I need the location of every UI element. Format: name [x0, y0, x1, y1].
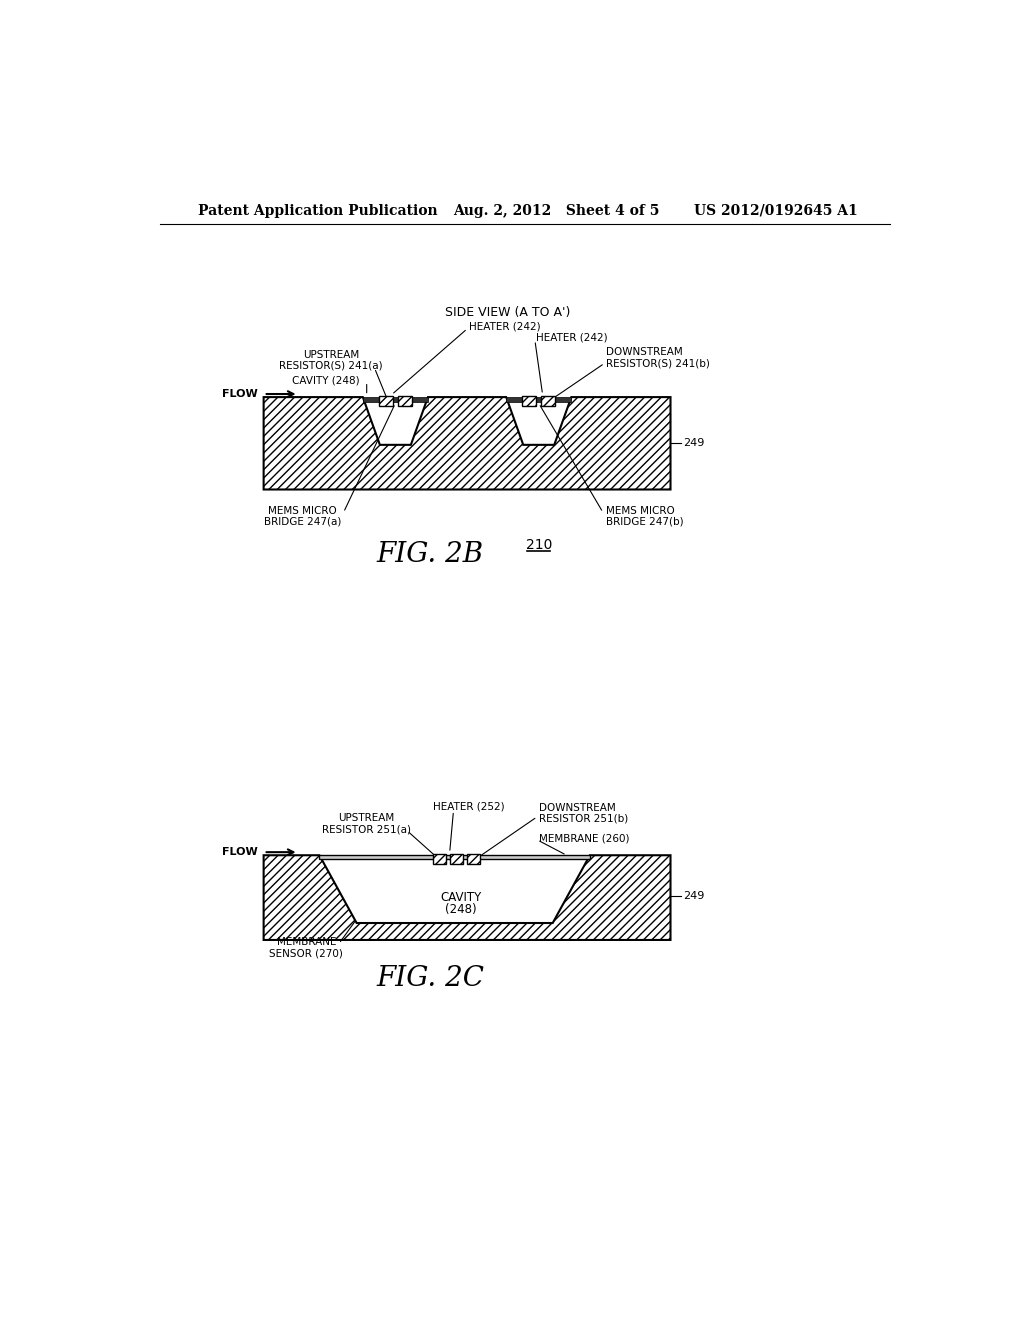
Text: BRIDGE 247(a): BRIDGE 247(a) [264, 517, 341, 527]
Text: DOWNSTREAM: DOWNSTREAM [606, 347, 683, 358]
Text: DOWNSTREAM: DOWNSTREAM [539, 803, 615, 813]
Bar [541, 396, 555, 407]
Text: FIG. 2B: FIG. 2B [377, 541, 483, 569]
Bar [362, 397, 428, 401]
Text: SENSOR (270): SENSOR (270) [269, 948, 343, 958]
Text: Aug. 2, 2012   Sheet 4 of 5: Aug. 2, 2012 Sheet 4 of 5 [454, 203, 659, 218]
Bar [432, 854, 445, 863]
Text: HEATER (252): HEATER (252) [432, 801, 504, 812]
Text: CAVITY: CAVITY [440, 891, 482, 904]
Text: BRIDGE 247(b): BRIDGE 247(b) [606, 517, 684, 527]
Text: SIDE VIEW (A TO A'): SIDE VIEW (A TO A') [445, 306, 570, 319]
Text: 249: 249 [683, 891, 705, 902]
Bar [467, 854, 480, 863]
Text: FLOW: FLOW [222, 389, 258, 399]
Text: HEATER (242): HEATER (242) [537, 333, 608, 343]
Text: MEMBRANE (260): MEMBRANE (260) [539, 833, 630, 843]
Polygon shape [263, 397, 671, 490]
Text: Patent Application Publication: Patent Application Publication [198, 203, 437, 218]
Text: UPSTREAM: UPSTREAM [303, 350, 359, 360]
Text: (248): (248) [445, 903, 477, 916]
Text: UPSTREAM: UPSTREAM [339, 813, 395, 824]
Text: RESISTOR(S) 241(b): RESISTOR(S) 241(b) [606, 358, 710, 368]
Bar [467, 854, 480, 863]
Text: 249: 249 [683, 438, 705, 449]
Bar [522, 396, 537, 407]
Bar [379, 396, 393, 407]
Text: CAVITY (248): CAVITY (248) [292, 375, 359, 385]
Bar [397, 396, 412, 407]
Bar [450, 854, 463, 863]
Bar [450, 854, 463, 863]
Text: MEMBRANE: MEMBRANE [276, 937, 336, 948]
Bar [541, 396, 555, 407]
Text: MEMS MICRO: MEMS MICRO [606, 506, 675, 516]
Bar [397, 396, 412, 407]
Text: US 2012/0192645 A1: US 2012/0192645 A1 [693, 203, 857, 218]
Text: RESISTOR 251(a): RESISTOR 251(a) [323, 824, 412, 834]
Polygon shape [263, 855, 671, 940]
Text: HEATER (242): HEATER (242) [469, 321, 541, 331]
Bar [522, 396, 537, 407]
Bar [432, 854, 445, 863]
Text: FLOW: FLOW [222, 847, 258, 857]
Bar [319, 855, 590, 859]
Bar [506, 397, 571, 401]
Text: FIG. 2C: FIG. 2C [376, 965, 484, 991]
Text: 210: 210 [525, 539, 552, 552]
Text: RESISTOR 251(b): RESISTOR 251(b) [539, 813, 628, 824]
Bar [379, 396, 393, 407]
Text: MEMS MICRO: MEMS MICRO [268, 506, 337, 516]
Text: RESISTOR(S) 241(a): RESISTOR(S) 241(a) [280, 360, 383, 371]
